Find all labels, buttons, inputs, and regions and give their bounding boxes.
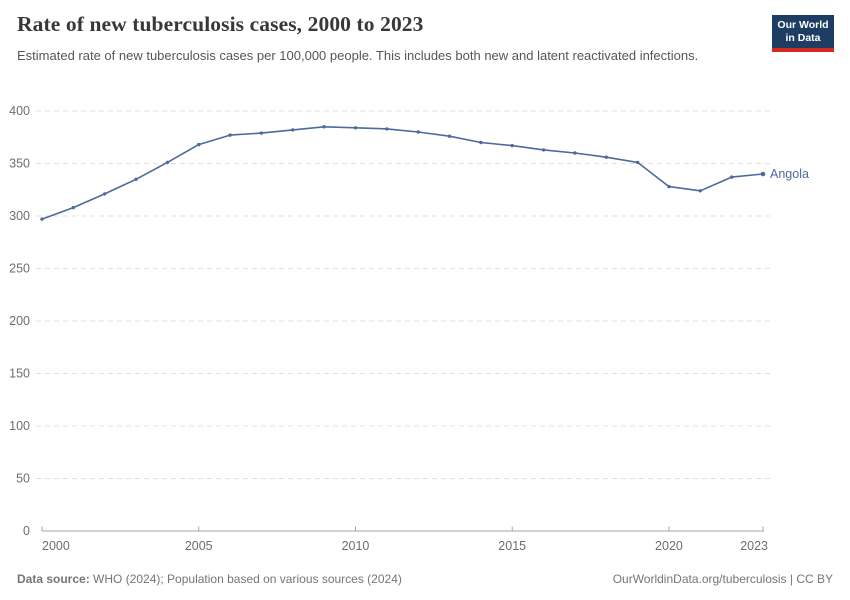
y-tick-label: 350 <box>9 157 30 171</box>
data-point[interactable] <box>40 217 44 221</box>
y-tick-label: 150 <box>9 367 30 381</box>
data-point[interactable] <box>479 140 483 145</box>
data-point[interactable] <box>447 134 452 138</box>
data-point[interactable] <box>635 160 640 165</box>
data-point[interactable] <box>604 155 608 159</box>
data-point[interactable] <box>259 131 264 135</box>
data-point[interactable] <box>322 125 326 129</box>
x-tick-label: 2023 <box>740 539 768 553</box>
x-tick-label: 2010 <box>342 539 370 553</box>
data-source-text: WHO (2024); Population based on various … <box>89 572 402 586</box>
data-point[interactable] <box>573 151 577 155</box>
data-line[interactable] <box>41 126 764 220</box>
page-title: Rate of new tuberculosis cases, 2000 to … <box>17 12 424 36</box>
y-tick-label: 100 <box>9 419 30 433</box>
data-point[interactable] <box>134 177 138 181</box>
data-point[interactable] <box>667 184 671 189</box>
data-point[interactable] <box>541 148 546 152</box>
x-tick-label: 2005 <box>185 539 213 553</box>
data-point[interactable] <box>165 160 170 165</box>
owid-logo[interactable]: Our World in Data <box>772 15 834 52</box>
data-point[interactable] <box>291 128 295 132</box>
owid-logo-line2: in Data <box>785 32 821 44</box>
owid-logo-line1: Our World <box>777 19 829 31</box>
data-point[interactable] <box>197 142 201 147</box>
chart-subtitle: Estimated rate of new tuberculosis cases… <box>17 48 699 63</box>
data-point[interactable] <box>353 126 358 130</box>
y-tick-label: 250 <box>9 262 30 276</box>
chart-header: Rate of new tuberculosis cases, 2000 to … <box>17 12 740 66</box>
y-tick-label: 200 <box>9 314 30 328</box>
data-point[interactable] <box>228 133 232 137</box>
data-point[interactable] <box>730 175 734 179</box>
x-tick-label: 2000 <box>42 539 70 553</box>
chart-footer: Data source: WHO (2024); Population base… <box>17 572 833 586</box>
data-point[interactable] <box>760 171 766 177</box>
data-source-label: Data source: <box>17 572 90 586</box>
data-point[interactable] <box>71 205 76 210</box>
data-point[interactable] <box>416 130 420 134</box>
y-tick-label: 400 <box>9 104 30 118</box>
y-tick-label: 0 <box>23 524 30 538</box>
data-source: Data source: WHO (2024); Population base… <box>17 572 402 586</box>
x-tick-label: 2015 <box>498 539 526 553</box>
series-label[interactable]: Angola <box>770 167 809 181</box>
x-tick-label: 2020 <box>655 539 683 553</box>
footer-link[interactable]: OurWorldinData.org/tuberculosis | CC BY <box>612 572 833 586</box>
data-point[interactable] <box>698 189 702 193</box>
data-point[interactable] <box>385 127 389 131</box>
data-point[interactable] <box>103 192 107 196</box>
y-tick-label: 50 <box>16 472 30 486</box>
data-point[interactable] <box>510 143 514 148</box>
y-tick-label: 300 <box>9 209 30 223</box>
